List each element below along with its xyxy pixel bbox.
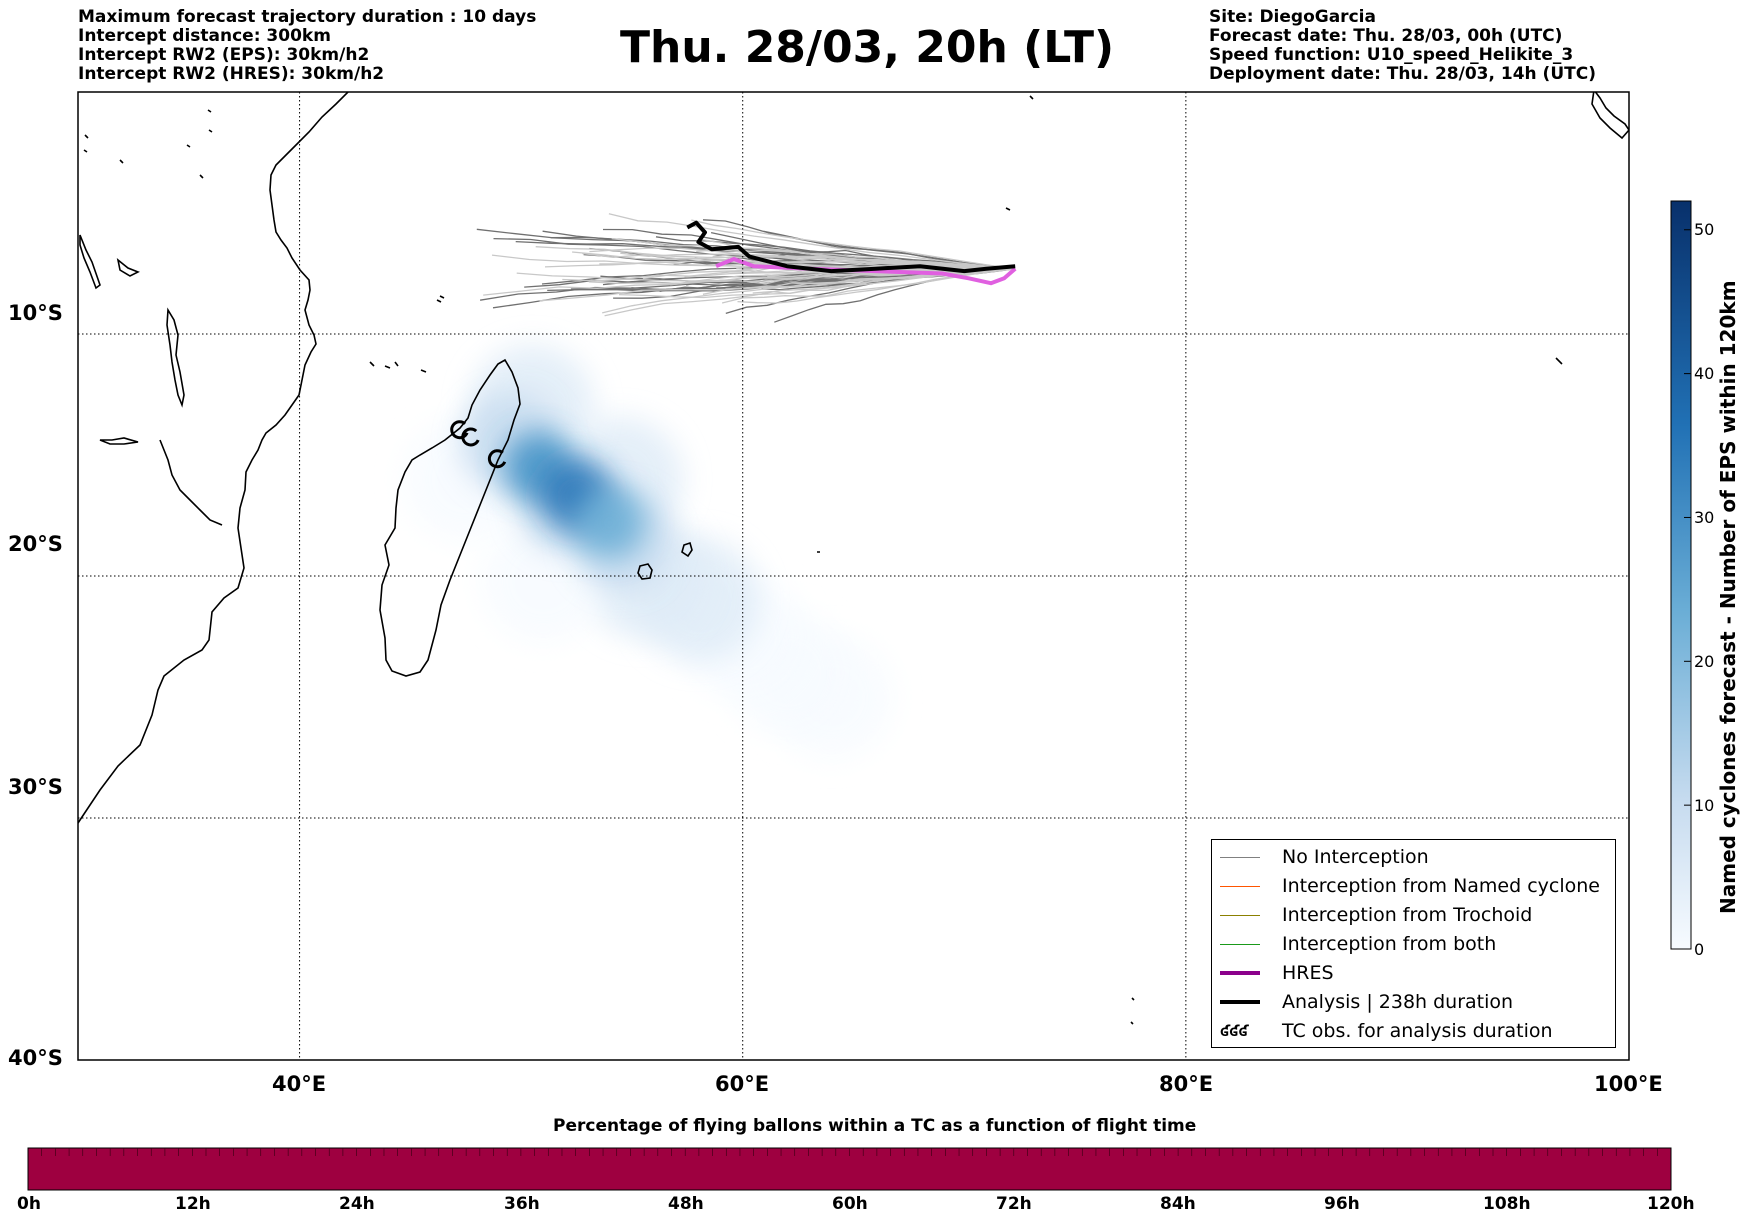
time-tick-label: 120h	[1647, 1194, 1695, 1214]
legend-swatch	[1220, 1000, 1260, 1004]
time-tick-label: 84h	[1160, 1194, 1196, 1214]
time-tick-label: 72h	[996, 1194, 1032, 1214]
legend-label: TC obs. for analysis duration	[1282, 1020, 1553, 1042]
hres-trajectory	[715, 257, 1017, 286]
ensemble-trajectories	[476, 213, 1016, 323]
legend-item-trochoid: Interception from Trochoid	[1220, 902, 1532, 928]
lat-label: 10°S	[8, 301, 63, 325]
ensemble-track	[608, 213, 1016, 270]
legend-item-analysis: Analysis | 238h duration	[1220, 989, 1513, 1015]
lon-label: 80°E	[1159, 1072, 1214, 1096]
time-tick-label: 24h	[339, 1194, 375, 1214]
island-tiny-1	[83, 134, 204, 179]
colorbar-tick-label: 20	[1694, 652, 1715, 671]
header-line: Maximum forecast trajectory duration : 1…	[78, 7, 537, 27]
ensemble-track	[702, 219, 1016, 270]
island-tiny-4	[1555, 357, 1563, 365]
comoros-islands	[369, 361, 427, 373]
seychelles-islands	[436, 295, 445, 303]
mauritius-island	[681, 541, 693, 558]
colorbar-tick-label: 30	[1694, 508, 1715, 527]
time-tick-label: 60h	[832, 1194, 868, 1214]
header-line: Deployment date: Thu. 28/03, 14h (UTC)	[1209, 64, 1596, 84]
legend-label: Interception from Trochoid	[1282, 904, 1533, 926]
legend-item-both: Interception from both	[1220, 931, 1496, 957]
island-tiny-5	[1130, 997, 1135, 1025]
header-line: Intercept RW2 (HRES): 30km/h2	[78, 64, 385, 84]
header-line: Site: DiegoGarcia	[1209, 7, 1376, 27]
legend-label: Interception from Named cyclone	[1282, 875, 1600, 897]
lon-label: 100°E	[1594, 1072, 1663, 1096]
analysis-trajectory	[686, 220, 1016, 274]
lake-tanganyika	[79, 234, 101, 290]
time-bar-tick-marks	[41, 1148, 1658, 1156]
legend-swatch	[1220, 856, 1260, 858]
colorbar-tick-label: 10	[1694, 796, 1715, 815]
legend-label: No Interception	[1282, 846, 1429, 868]
legend-label: HRES	[1282, 962, 1334, 984]
lat-label: 40°S	[8, 1046, 63, 1070]
header-line: Speed function: U10_speed_Helikite_3	[1209, 45, 1574, 65]
header-line: Intercept RW2 (EPS): 30km/h2	[78, 45, 370, 65]
lon-label: 60°E	[715, 1072, 770, 1096]
map-title: Thu. 28/03, 20h (LT)	[620, 22, 1115, 73]
africa-coastline	[78, 92, 349, 824]
time-tick-label: 36h	[504, 1194, 540, 1214]
legend-swatch	[1220, 971, 1260, 975]
legend-label: Analysis | 238h duration	[1282, 991, 1514, 1013]
tc-observations	[450, 420, 507, 469]
legend-swatch	[1220, 943, 1260, 945]
density-layer	[403, 344, 894, 759]
colorbar-title: Named cyclones forecast - Number of EPS …	[1716, 280, 1740, 914]
header-info-left: Maximum forecast trajectory duration : 1…	[78, 8, 536, 84]
coast-fragment	[159, 439, 223, 526]
time-tick-label: 108h	[1483, 1194, 1531, 1214]
coastlines	[78, 92, 1629, 1025]
legend-item-hres: HRES	[1220, 960, 1334, 986]
lon-label: 40°E	[272, 1072, 327, 1096]
ensemble-track	[721, 268, 1016, 304]
island-tiny-3	[1029, 92, 1629, 140]
reunion-island	[637, 563, 653, 580]
lat-label: 30°S	[8, 775, 63, 799]
colorbar-tick-label: 50	[1694, 220, 1715, 239]
map-legend: No Interception Interception from Named …	[1211, 839, 1616, 1048]
time-tick-label: 0h	[17, 1194, 41, 1214]
legend-item-tc-obs: ʛʛʛ TC obs. for analysis duration	[1220, 1018, 1553, 1044]
lake-nyasa	[166, 307, 185, 408]
density-colorbar	[1670, 200, 1692, 950]
island-tiny-6	[817, 207, 1011, 553]
legend-item-no-interception: No Interception	[1220, 844, 1429, 870]
time-tick-label: 48h	[668, 1194, 704, 1214]
tc-symbol-icon: ʛʛʛ	[1220, 1022, 1249, 1040]
header-line: Intercept distance: 300km	[78, 26, 331, 46]
lake-shore-fragment	[116, 258, 140, 277]
legend-label: Interception from both	[1282, 933, 1497, 955]
map-frame	[77, 91, 1630, 1061]
gridlines	[78, 92, 1629, 1060]
ensemble-track	[611, 237, 1016, 270]
header-line: Forecast date: Thu. 28/03, 00h (UTC)	[1209, 26, 1563, 46]
island-tiny-2	[186, 109, 213, 148]
tc-obs-symbol	[461, 427, 480, 447]
lake-bangweulu	[99, 437, 139, 445]
ensemble-track	[691, 219, 1016, 270]
colorbar-tick-label: 0	[1694, 940, 1705, 959]
time-tick-label: 12h	[175, 1194, 211, 1214]
time-tick-label: 96h	[1324, 1194, 1360, 1214]
ensemble-track	[696, 248, 1016, 270]
legend-swatch	[1220, 885, 1260, 887]
legend-swatch	[1220, 914, 1260, 916]
time-bar-title: Percentage of flying ballons within a TC…	[553, 1116, 1197, 1136]
colorbar-tick-label: 40	[1694, 364, 1715, 383]
header-info-right: Site: DiegoGarcia Forecast date: Thu. 28…	[1209, 8, 1596, 84]
tc-obs-symbol	[487, 449, 507, 469]
lat-label: 20°S	[8, 532, 63, 556]
colorbar-tick-marks	[1684, 229, 1691, 950]
legend-item-named-cyclone: Interception from Named cyclone	[1220, 873, 1600, 899]
density-blob	[573, 486, 646, 559]
